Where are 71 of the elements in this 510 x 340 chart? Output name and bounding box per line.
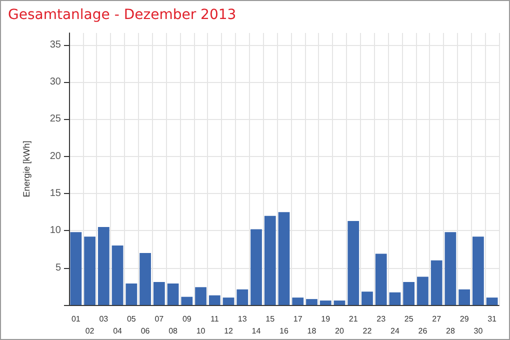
x-tick-label: 27: [432, 314, 442, 324]
x-tick-label: 08: [168, 326, 178, 336]
x-tick-label: 10: [196, 326, 206, 336]
bar: [208, 295, 220, 305]
bar: [195, 287, 206, 305]
x-tick-label: 22: [362, 326, 372, 336]
x-tick-label: 25: [404, 314, 414, 324]
x-tick-label: 11: [210, 314, 220, 324]
x-tick-label: 31: [488, 314, 498, 324]
x-tick-label: 07: [154, 314, 164, 324]
bar: [84, 236, 96, 305]
x-tick-label: 05: [126, 314, 136, 324]
bar: [70, 232, 82, 305]
bar: [334, 300, 346, 305]
bar: [348, 221, 360, 305]
chart-title: Gesamtanlage - Dezember 2013: [8, 7, 236, 23]
bar: [389, 292, 401, 305]
x-tick-label: 03: [99, 314, 109, 324]
y-tick-label: 25: [50, 114, 62, 125]
y-tick-label: 20: [50, 150, 62, 162]
bar: [140, 252, 151, 305]
bar: [320, 300, 332, 305]
x-tick-label: 17: [293, 314, 303, 324]
bar: [430, 260, 442, 305]
x-tick-label: 13: [238, 314, 248, 324]
bar: [472, 236, 484, 305]
bar: [458, 289, 470, 305]
y-tick-label: 5: [55, 262, 62, 274]
bar: [278, 212, 290, 305]
y-axis-title: Energie [kWh]: [22, 140, 32, 198]
x-tick-label: 29: [460, 314, 470, 324]
bar: [167, 283, 179, 305]
bar: [264, 216, 276, 305]
x-tick-label: 18: [307, 326, 317, 336]
bar: [417, 276, 428, 305]
bar: [292, 298, 304, 305]
bar: [222, 298, 234, 305]
x-tick-label: 30: [474, 326, 484, 336]
y-tick-label: 30: [50, 76, 62, 88]
x-tick-label: 21: [348, 314, 358, 324]
bar: [153, 282, 165, 305]
x-tick-label: 01: [71, 314, 81, 324]
x-tick-label: 20: [335, 326, 344, 336]
x-tick-label: 04: [113, 326, 123, 336]
x-tick-label: 06: [140, 326, 150, 336]
x-tick-label: 15: [266, 314, 276, 324]
x-tick-label: 16: [280, 326, 289, 336]
bar: [236, 289, 248, 305]
x-tick-label: 28: [446, 326, 456, 336]
x-tick-label: 26: [418, 326, 428, 336]
bar: [403, 282, 415, 305]
y-tick-label: 15: [50, 188, 62, 200]
y-tick-label: 35: [50, 39, 62, 50]
bar: [98, 226, 110, 305]
x-tick-label: 09: [182, 314, 192, 324]
bar: [250, 229, 262, 305]
bar: [362, 292, 373, 305]
x-tick-label: 23: [376, 314, 386, 324]
bar: [112, 246, 124, 305]
x-tick-label: 24: [390, 326, 400, 336]
x-tick-label: 12: [224, 326, 234, 336]
bar: [306, 299, 318, 305]
bar: [375, 254, 387, 305]
x-tick-label: 02: [85, 326, 95, 336]
y-tick-label: 10: [50, 225, 62, 236]
x-tick-label: 14: [252, 326, 262, 336]
bar: [444, 232, 456, 305]
bar: [181, 296, 193, 305]
bar: [126, 283, 138, 305]
x-tick-label: 19: [321, 314, 331, 324]
bar: [486, 298, 498, 305]
